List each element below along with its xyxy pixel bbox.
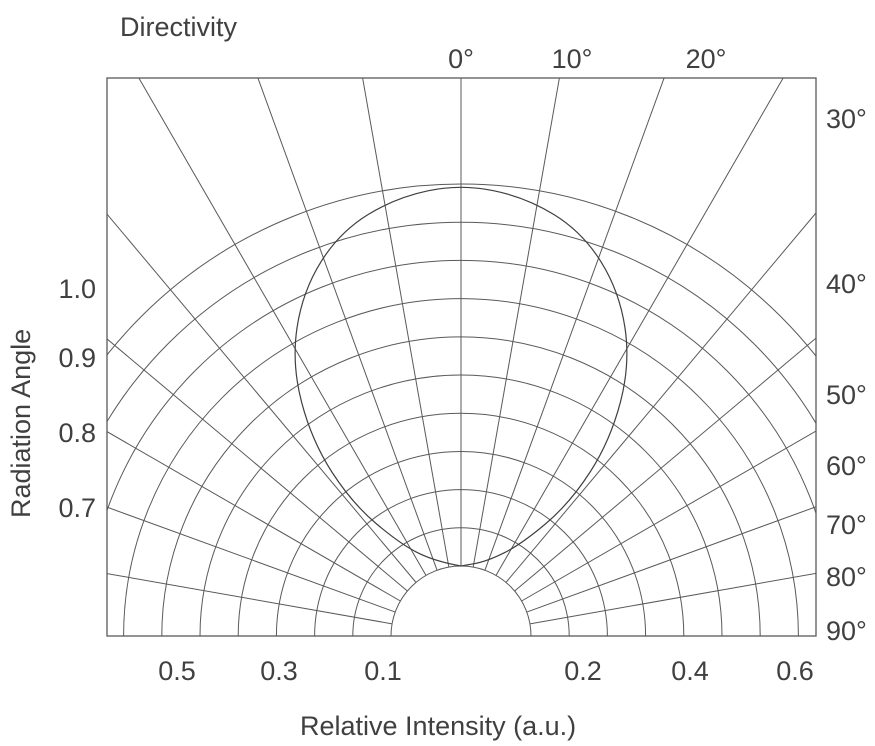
intensity-curve-0: [294, 186, 628, 567]
radial-line-70-left: [107, 506, 396, 613]
intensity-curves: [294, 186, 628, 567]
radial-line-40-left: [107, 213, 417, 583]
radial-line-10-right: [472, 78, 560, 568]
radial-line-80-right: [529, 572, 816, 625]
radial-line-60-right: [521, 430, 816, 602]
radial-line-50-right: [514, 337, 816, 592]
tick-labels: 0° 10° 20° 30° 40° 50° 60° 70° 80° 90° 1.0 0.9 0.8 0.…: [58, 44, 866, 686]
x-tick-1: 0.3: [260, 656, 298, 686]
radial-line-40-right: [505, 212, 816, 583]
chart-title: Directivity: [120, 12, 238, 42]
angle-tick-right-6: 90°: [826, 616, 867, 646]
radius-tick-3: 0.7: [58, 493, 96, 523]
radial-line-50-left: [107, 338, 408, 592]
polar-grid: [107, 78, 816, 636]
x-tick-3: 0.2: [564, 656, 602, 686]
x-tick-0: 0.5: [158, 656, 196, 686]
x-tick-2: 0.1: [364, 656, 402, 686]
angle-tick-right-1: 40°: [826, 269, 867, 299]
angle-tick-right-0: 30°: [826, 104, 867, 134]
radial-line-10-left: [362, 78, 450, 568]
angle-tick-right-5: 80°: [826, 562, 867, 592]
radial-line-70-right: [526, 506, 816, 613]
angle-tick-top-1: 10°: [552, 44, 593, 74]
angle-tick-right-4: 70°: [826, 510, 867, 540]
inner-arc: [390, 565, 532, 636]
radial-line-20-right: [484, 78, 665, 571]
radial-line-30-left: [138, 78, 427, 576]
angle-tick-right-2: 50°: [826, 380, 867, 410]
x-tick-4: 0.4: [671, 656, 709, 686]
radius-tick-2: 0.8: [58, 418, 96, 448]
radial-line-80-left: [107, 573, 393, 625]
angle-tick-top-2: 20°: [686, 44, 727, 74]
x-tick-5: 0.6: [776, 656, 814, 686]
radius-tick-0: 1.0: [58, 274, 96, 304]
plot-frame: [106, 77, 817, 637]
radial-line-30-right: [495, 78, 784, 576]
angle-tick-top-0: 0°: [448, 44, 474, 74]
radial-line-20-left: [257, 78, 438, 571]
radial-line-60-left: [107, 431, 401, 602]
radius-tick-1: 0.9: [58, 343, 96, 373]
x-axis-label: Relative Intensity (a.u.): [300, 711, 577, 741]
angle-tick-right-3: 60°: [826, 451, 867, 481]
